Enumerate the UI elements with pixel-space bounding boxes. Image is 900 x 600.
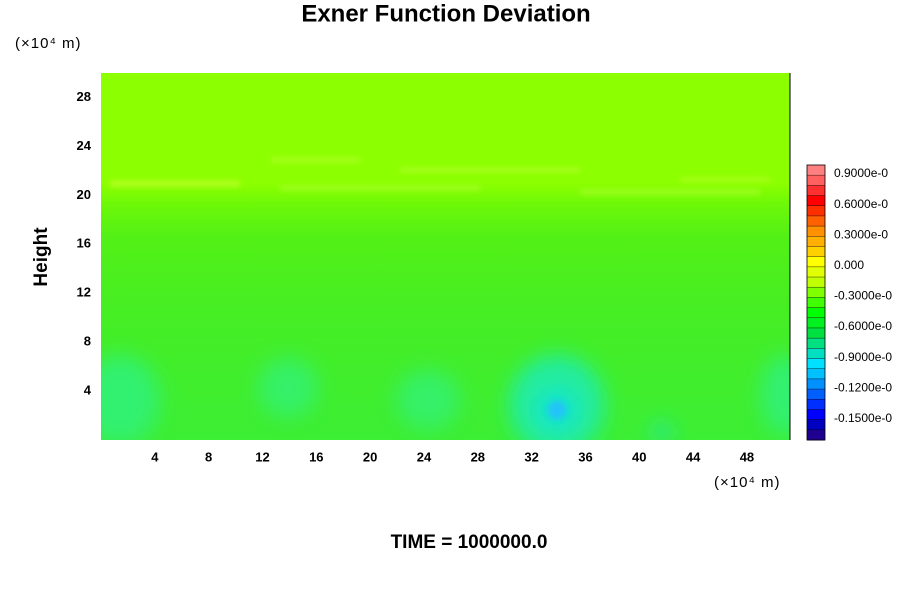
- x-tick-label: 20: [363, 449, 377, 464]
- colorbar: 0.9000e-0 0.6000e-0 0.3000e-0 0.000 -0.3000e…: [806, 164, 892, 441]
- x-tick-label: 32: [524, 449, 538, 464]
- colorbar-swatch: [807, 236, 825, 247]
- colorbar-swatch: [807, 368, 825, 380]
- colorbar-swatch: [807, 185, 825, 197]
- colorbar-swatch: [807, 358, 825, 370]
- colorbar-swatch: [807, 338, 825, 349]
- colorbar-swatch: [807, 389, 825, 400]
- x-unit: (×10⁴ m): [714, 474, 781, 491]
- x-tick-label: 44: [686, 449, 701, 464]
- y-tick-label: 24: [77, 138, 92, 153]
- x-tick-label: 8: [205, 449, 212, 464]
- colorbar-swatch: [807, 165, 825, 176]
- x-tick-label: 28: [471, 449, 485, 464]
- colorbar-swatch: [807, 215, 825, 227]
- colorbar-label: 0.9000e-0: [834, 166, 888, 180]
- colorbar-swatch: [807, 307, 825, 319]
- colorbar-swatch: [807, 205, 825, 217]
- colorbar-swatch: [807, 266, 825, 278]
- colorbar-swatch: [807, 327, 825, 339]
- y-tick-label: 28: [77, 89, 91, 104]
- colorbar-swatch: [807, 348, 825, 360]
- colorbar-swatch: [807, 246, 825, 258]
- x-tick-label: 16: [309, 449, 323, 464]
- colorbar-label: 0.000: [834, 258, 864, 272]
- colorbar-swatch: [807, 378, 825, 390]
- x-tick-label: 12: [255, 449, 269, 464]
- y-tick-label: 20: [77, 187, 91, 202]
- colorbar-label: -0.1200e-0: [834, 380, 892, 394]
- y-axis-label: Height: [31, 227, 52, 287]
- colorbar-label: -0.9000e-0: [834, 350, 892, 364]
- colorbar-frame: [806, 164, 826, 441]
- colorbar-label: -0.1500e-0: [834, 411, 892, 425]
- colorbar-swatch: [807, 195, 825, 207]
- x-tick-label: 36: [578, 449, 592, 464]
- x-tick-label: 48: [740, 449, 754, 464]
- colorbar-label: 0.6000e-0: [834, 197, 888, 211]
- colorbar-swatch: [807, 399, 825, 410]
- time-label: TIME = 1000000.0: [391, 532, 548, 553]
- y-tick-label: 16: [77, 236, 91, 251]
- colorbar-label: -0.6000e-0: [834, 319, 892, 333]
- colorbar-swatch: [807, 226, 825, 237]
- y-tick-label: 12: [77, 285, 91, 300]
- colorbar-swatch: [807, 277, 825, 288]
- y-tick-label: 4: [84, 383, 92, 398]
- contour-field: [101, 73, 790, 440]
- x-tick-label: 24: [417, 449, 432, 464]
- x-tick-label: 4: [151, 449, 159, 464]
- colorbar-swatch: [807, 256, 825, 268]
- y-unit: (×10⁴ m): [15, 35, 82, 52]
- colorbar-swatch: [807, 175, 825, 186]
- colorbar-swatch: [807, 287, 825, 298]
- colorbar-label: 0.3000e-0: [834, 227, 888, 241]
- colorbar-label: -0.3000e-0: [834, 289, 892, 303]
- x-tick-label: 40: [632, 449, 646, 464]
- colorbar-swatch: [807, 317, 825, 329]
- colorbar-swatch: [807, 297, 825, 309]
- colorbar-swatch: [807, 419, 825, 431]
- chart-title: Exner Function Deviation: [301, 0, 590, 27]
- colorbar-swatch: [807, 429, 825, 441]
- y-tick-label: 8: [84, 334, 91, 349]
- colorbar-swatch: [807, 409, 825, 421]
